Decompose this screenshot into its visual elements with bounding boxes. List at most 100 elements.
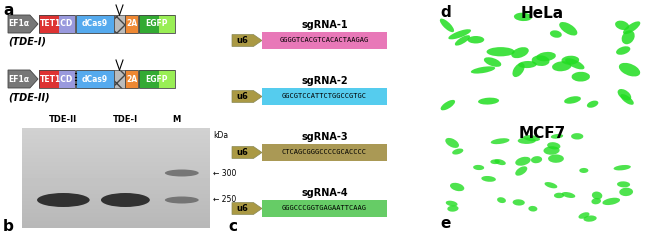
Text: sgRNA-4: sgRNA-4 xyxy=(301,188,348,198)
Text: TDE-II: TDE-II xyxy=(49,115,77,124)
Ellipse shape xyxy=(101,193,150,207)
Text: sgRNA-1: sgRNA-1 xyxy=(301,20,348,30)
Bar xyxy=(58,70,75,88)
Ellipse shape xyxy=(562,192,575,198)
Text: u6: u6 xyxy=(237,36,249,45)
Text: sgRNA-3: sgRNA-3 xyxy=(301,132,348,142)
Text: u6: u6 xyxy=(237,92,249,101)
Text: 2A: 2A xyxy=(126,20,137,29)
Bar xyxy=(159,70,175,88)
Bar xyxy=(262,200,387,217)
Ellipse shape xyxy=(447,206,458,212)
Polygon shape xyxy=(232,91,262,102)
Ellipse shape xyxy=(484,57,501,67)
Ellipse shape xyxy=(514,13,532,21)
Text: GGGGTCACGTCACACTAAGAG: GGGGTCACGTCACACTAAGAG xyxy=(280,38,369,43)
Ellipse shape xyxy=(618,89,631,101)
Ellipse shape xyxy=(446,201,458,206)
Text: (TDE-II): (TDE-II) xyxy=(8,92,49,102)
Ellipse shape xyxy=(37,193,90,207)
Text: b: b xyxy=(3,219,14,234)
Ellipse shape xyxy=(481,176,496,182)
Ellipse shape xyxy=(614,165,631,170)
Ellipse shape xyxy=(552,61,571,71)
Ellipse shape xyxy=(473,165,484,170)
Ellipse shape xyxy=(478,98,499,105)
Text: kDa: kDa xyxy=(213,131,228,140)
Bar xyxy=(159,15,175,33)
Text: (TDE-I): (TDE-I) xyxy=(8,37,46,47)
Ellipse shape xyxy=(562,56,579,65)
Ellipse shape xyxy=(455,35,470,46)
Bar xyxy=(139,15,159,33)
Text: u6: u6 xyxy=(237,204,249,213)
Ellipse shape xyxy=(513,199,525,206)
Ellipse shape xyxy=(445,138,459,148)
Ellipse shape xyxy=(621,30,634,44)
Text: sgRNA-2: sgRNA-2 xyxy=(301,76,348,86)
Bar xyxy=(139,15,175,33)
Ellipse shape xyxy=(512,63,525,77)
Ellipse shape xyxy=(517,137,536,144)
Ellipse shape xyxy=(578,212,590,219)
Ellipse shape xyxy=(623,21,640,34)
Ellipse shape xyxy=(565,58,584,69)
Ellipse shape xyxy=(551,134,563,139)
Polygon shape xyxy=(232,147,262,158)
Polygon shape xyxy=(8,15,38,33)
Ellipse shape xyxy=(547,142,560,149)
Bar xyxy=(139,70,175,88)
Bar xyxy=(125,70,138,88)
Ellipse shape xyxy=(490,159,500,164)
Bar xyxy=(39,70,58,88)
Ellipse shape xyxy=(620,94,634,105)
Bar xyxy=(58,15,75,33)
Text: e: e xyxy=(440,216,450,231)
Ellipse shape xyxy=(550,30,562,38)
Ellipse shape xyxy=(592,198,601,204)
Ellipse shape xyxy=(543,146,560,155)
Ellipse shape xyxy=(616,46,630,55)
Bar xyxy=(76,15,114,33)
Text: HeLa: HeLa xyxy=(521,6,564,21)
Text: ← 300: ← 300 xyxy=(213,169,237,177)
Ellipse shape xyxy=(165,197,199,203)
Ellipse shape xyxy=(495,159,506,165)
Text: u6: u6 xyxy=(237,148,249,157)
Ellipse shape xyxy=(512,47,528,58)
Text: d: d xyxy=(440,5,450,20)
Bar xyxy=(262,32,387,49)
Bar xyxy=(114,70,125,88)
Ellipse shape xyxy=(471,66,495,74)
Bar xyxy=(114,15,125,33)
Ellipse shape xyxy=(487,47,515,56)
Polygon shape xyxy=(8,70,38,88)
Bar xyxy=(139,70,159,88)
Text: NLS: NLS xyxy=(111,0,127,2)
Bar xyxy=(125,15,138,33)
Ellipse shape xyxy=(564,96,581,104)
Ellipse shape xyxy=(571,72,590,82)
Ellipse shape xyxy=(452,148,463,155)
Ellipse shape xyxy=(450,183,464,191)
Text: TET1CD: TET1CD xyxy=(40,75,73,84)
Ellipse shape xyxy=(491,138,510,144)
Ellipse shape xyxy=(448,29,471,39)
Bar xyxy=(39,70,75,88)
Bar xyxy=(39,15,58,33)
Polygon shape xyxy=(232,202,262,215)
Ellipse shape xyxy=(548,154,564,163)
Bar xyxy=(76,70,114,88)
Ellipse shape xyxy=(579,168,588,173)
Text: EF1α: EF1α xyxy=(8,75,29,84)
Ellipse shape xyxy=(497,197,506,203)
Bar xyxy=(262,144,387,161)
Text: MCF7: MCF7 xyxy=(519,126,566,141)
Ellipse shape xyxy=(536,52,556,61)
Text: EGFP: EGFP xyxy=(146,75,168,84)
Ellipse shape xyxy=(531,156,542,163)
Bar xyxy=(39,15,75,33)
Ellipse shape xyxy=(584,215,597,222)
Text: TDE-I: TDE-I xyxy=(113,115,138,124)
Ellipse shape xyxy=(619,188,633,196)
